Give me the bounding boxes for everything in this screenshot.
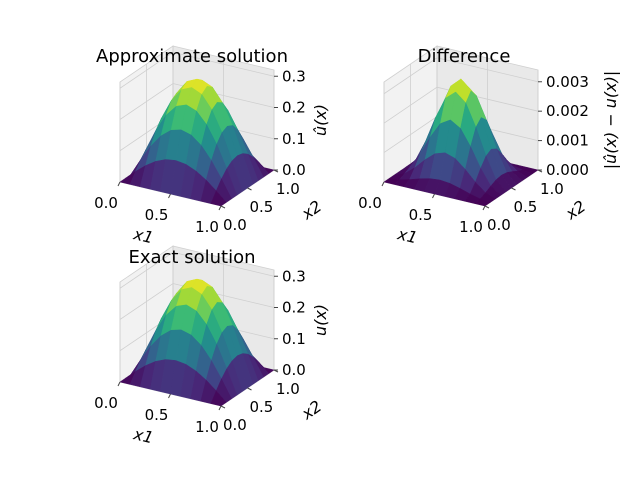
z-tick-label: 0.003 [546,73,589,91]
z-tick-label: 0.0 [282,161,306,179]
x1-tick-label: 0.0 [94,194,118,212]
x2-tick-label: 1.0 [540,180,564,198]
surface-cell [210,190,227,207]
grid-line [119,283,275,320]
x1-tick [168,193,171,199]
x1-tick-label: 1.0 [195,418,219,436]
z-axis-label: u(x) [311,304,330,336]
grid-line [383,57,539,95]
z-tick-label: 0.1 [282,330,306,348]
surface-cell [210,390,227,407]
x1-tick [117,381,121,387]
x2-tick-label: 0.0 [223,216,247,234]
x2-tick [484,205,490,209]
x2-tick [247,387,252,391]
x2-tick [511,187,516,191]
z-tick-label: 0.3 [282,67,306,85]
z-tick-label: 0.0 [282,361,306,379]
x2-tick-label: 0.5 [514,198,538,216]
x2-axis-label: x2 [297,196,325,223]
x1-tick-label: 1.0 [195,218,219,236]
x2-tick-label: 0.0 [223,416,247,434]
grid-line [119,251,275,289]
x2-tick-label: 1.0 [276,380,300,398]
x2-tick-label: 0.5 [250,398,274,416]
x1-axis-label: x1 [131,224,155,247]
grid-line [383,86,539,124]
x1-tick [218,405,222,411]
z-tick-label: 0.1 [282,130,306,148]
x2-tick [220,405,226,409]
subplot-title: Approximate solution [96,46,288,67]
x1-axis-label: x1 [131,424,155,447]
subplot-title: Exact solution [128,247,255,268]
x2-tick [220,205,226,209]
z-axis-label: û(x) [311,104,330,136]
x2-axis-label: x2 [561,196,589,223]
subplot-title: Difference [418,46,511,67]
z-tick-label: 0.2 [282,299,306,317]
x1-tick [218,205,222,211]
x2-tick-label: 0.5 [250,198,274,216]
x2-tick [247,187,252,191]
x1-tick [482,205,486,211]
surface-cell [474,198,491,207]
grid-line [119,51,275,89]
x1-tick-label: 0.0 [94,394,118,412]
x2-tick-label: 1.0 [276,180,300,198]
x1-axis-label: x1 [395,224,419,247]
x1-tick-label: 1.0 [459,218,483,236]
x2-tick-label: 0.0 [487,216,511,234]
z-axis-label: |û(x) − u(x)| [601,71,620,170]
x2-axis-label: x2 [297,396,325,423]
x1-tick [168,393,171,399]
x1-tick-label: 0.5 [145,406,169,424]
x1-tick-label: 0.0 [358,194,382,212]
grid-line [119,83,275,120]
z-tick-label: 0.3 [282,267,306,285]
z-tick-label: 0.2 [282,99,306,117]
z-tick-label: 0.000 [546,161,589,179]
x1-tick-label: 0.5 [409,206,433,224]
x1-tick-label: 0.5 [145,206,169,224]
x1-tick [381,181,385,187]
x1-tick [117,181,121,187]
z-tick-label: 0.001 [546,132,589,150]
x1-tick [432,193,435,199]
z-tick-label: 0.002 [546,102,589,120]
